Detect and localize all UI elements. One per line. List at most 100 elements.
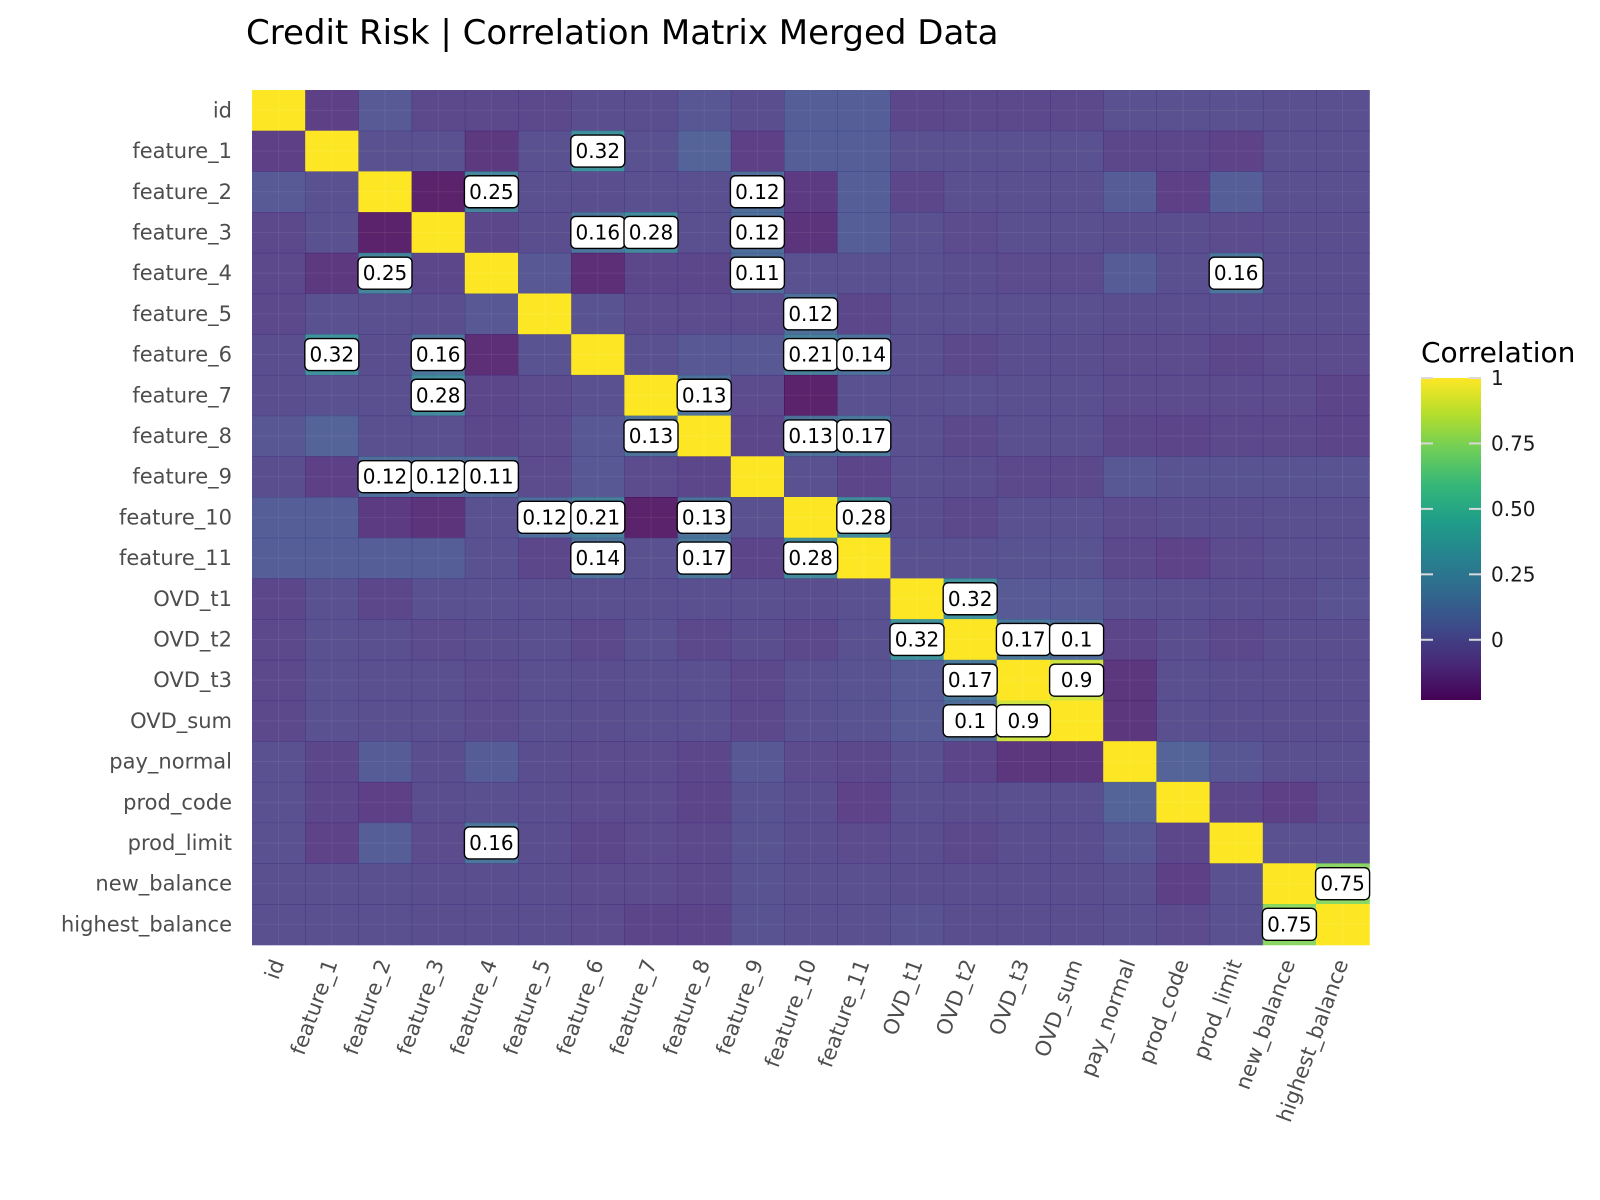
heatmap-cell: [1103, 659, 1157, 702]
heatmap-cell: [890, 822, 945, 864]
heatmap-cell: [784, 497, 838, 539]
heatmap-cell: [252, 90, 306, 132]
heatmap-cell: [305, 537, 359, 579]
cell-value-label: 0.25: [357, 256, 413, 290]
heatmap-cell: [1209, 171, 1264, 213]
heatmap-cell: [358, 781, 413, 824]
cell-value-label: 0.32: [889, 622, 945, 657]
y-tick-label: feature_10: [119, 505, 232, 530]
heatmap-cell: [996, 90, 1051, 132]
x-tick-label: feature_2: [339, 956, 397, 1058]
heatmap-cell: [464, 212, 519, 254]
cell-value-label-box: [942, 663, 998, 697]
heatmap-cell: [677, 415, 732, 457]
heatmap-cell: [943, 212, 998, 254]
cell-value-label-box: [1314, 866, 1371, 901]
heatmap-cell: [677, 90, 732, 132]
heatmap-cell: [1156, 374, 1211, 417]
heatmap-cell: [571, 863, 625, 905]
heatmap-cell: [943, 741, 998, 783]
y-tick-label: id: [213, 98, 232, 122]
heatmap-cell: [252, 537, 306, 579]
heatmap-cell: [730, 334, 785, 376]
heatmap-cell: [1103, 252, 1157, 295]
heatmap-cell: [518, 456, 572, 498]
legend-tick-label: 0.25: [1491, 562, 1536, 586]
heatmap-cell: [1316, 822, 1370, 864]
heatmap-cell: [677, 619, 732, 661]
heatmap-cell: [996, 822, 1051, 864]
cell-value-label-box: [463, 826, 520, 860]
heatmap-cell: [358, 130, 413, 172]
heatmap-cell: [837, 781, 891, 824]
cell-value-label: 0.13: [623, 419, 679, 453]
heatmap-cell: [411, 537, 466, 579]
x-tick-label: feature_3: [392, 956, 450, 1058]
heatmap-cell: [784, 130, 838, 172]
heatmap-cell: [464, 741, 519, 783]
cell-value-label-text: 0.32: [948, 587, 993, 611]
heatmap-cell: [305, 578, 359, 620]
cell-value-label-text: 0.12: [522, 505, 567, 529]
cell-value-label: 0.12: [729, 215, 786, 250]
heatmap-cell: [1209, 741, 1264, 783]
heatmap-cell: [1262, 863, 1317, 905]
y-tick-label: prod_limit: [128, 831, 232, 856]
cell-value-label-text: 0.1: [1061, 627, 1093, 651]
cell-value-label-text: 0.25: [469, 180, 514, 204]
cell-value-label-text: 0.28: [788, 546, 833, 570]
heatmap-cell: [943, 863, 998, 905]
y-tick-label: OVD_t2: [153, 627, 232, 652]
cell-value-label-text: 0.9: [1007, 709, 1039, 733]
heatmap-cell: [464, 497, 519, 539]
cell-value-label-box: [729, 175, 786, 209]
cell-value-label-text: 0.17: [1001, 627, 1046, 651]
heatmap-cell: [571, 90, 625, 132]
heatmap-cell: [1316, 578, 1370, 620]
x-tick-label: prod_limit: [1189, 956, 1248, 1063]
heatmap-cell: [890, 578, 945, 620]
cell-value-label-text: 0.17: [948, 668, 993, 692]
heatmap-cell: [571, 252, 625, 295]
y-tick-label: feature_5: [132, 302, 232, 327]
cell-value-label: 0.21: [570, 500, 626, 535]
heatmap-cell: [837, 456, 891, 498]
x-tick-label: OVD_t2: [931, 956, 981, 1039]
heatmap-cell: [624, 619, 679, 661]
heatmap-cell: [1262, 130, 1317, 172]
y-tick-label: new_balance: [95, 872, 232, 897]
heatmap-cell: [1262, 171, 1317, 213]
heatmap-cell: [518, 578, 572, 620]
cell-value-label-box: [942, 582, 998, 616]
heatmap-cell: [1316, 781, 1370, 824]
y-tick-label: OVD_t1: [153, 587, 232, 612]
heatmap-cell: [624, 130, 679, 172]
cell-value-label: 0.25: [463, 175, 520, 209]
heatmap-cell: [518, 90, 572, 132]
cell-value-label-box: [889, 622, 945, 657]
cell-value-label: 0.28: [782, 541, 839, 575]
heatmap-cell: [1103, 171, 1157, 213]
heatmap-cell: [677, 212, 732, 254]
heatmap-cells: [252, 90, 1370, 946]
heatmap-cell: [1316, 252, 1370, 295]
heatmap-cell: [1103, 90, 1157, 132]
heatmap-cell: [837, 293, 891, 335]
heatmap-cell: [305, 863, 359, 905]
heatmap-cell: [1156, 863, 1211, 905]
heatmap-cell: [730, 863, 785, 905]
heatmap-cell: [1262, 497, 1317, 539]
heatmap-cell: [1156, 904, 1211, 946]
heatmap-cell: [571, 293, 625, 335]
cell-value-label-text: 0.16: [469, 831, 514, 855]
heatmap-cell: [1103, 619, 1157, 661]
heatmap-cell: [411, 212, 466, 254]
cell-value-label-box: [623, 215, 679, 250]
heatmap-cell: [571, 741, 625, 783]
heatmap-cell: [411, 863, 466, 905]
heatmap-cell: [1156, 293, 1211, 335]
heatmap-cell: [571, 659, 625, 702]
heatmap-cell: [943, 822, 998, 864]
heatmap-cell: [624, 374, 679, 417]
